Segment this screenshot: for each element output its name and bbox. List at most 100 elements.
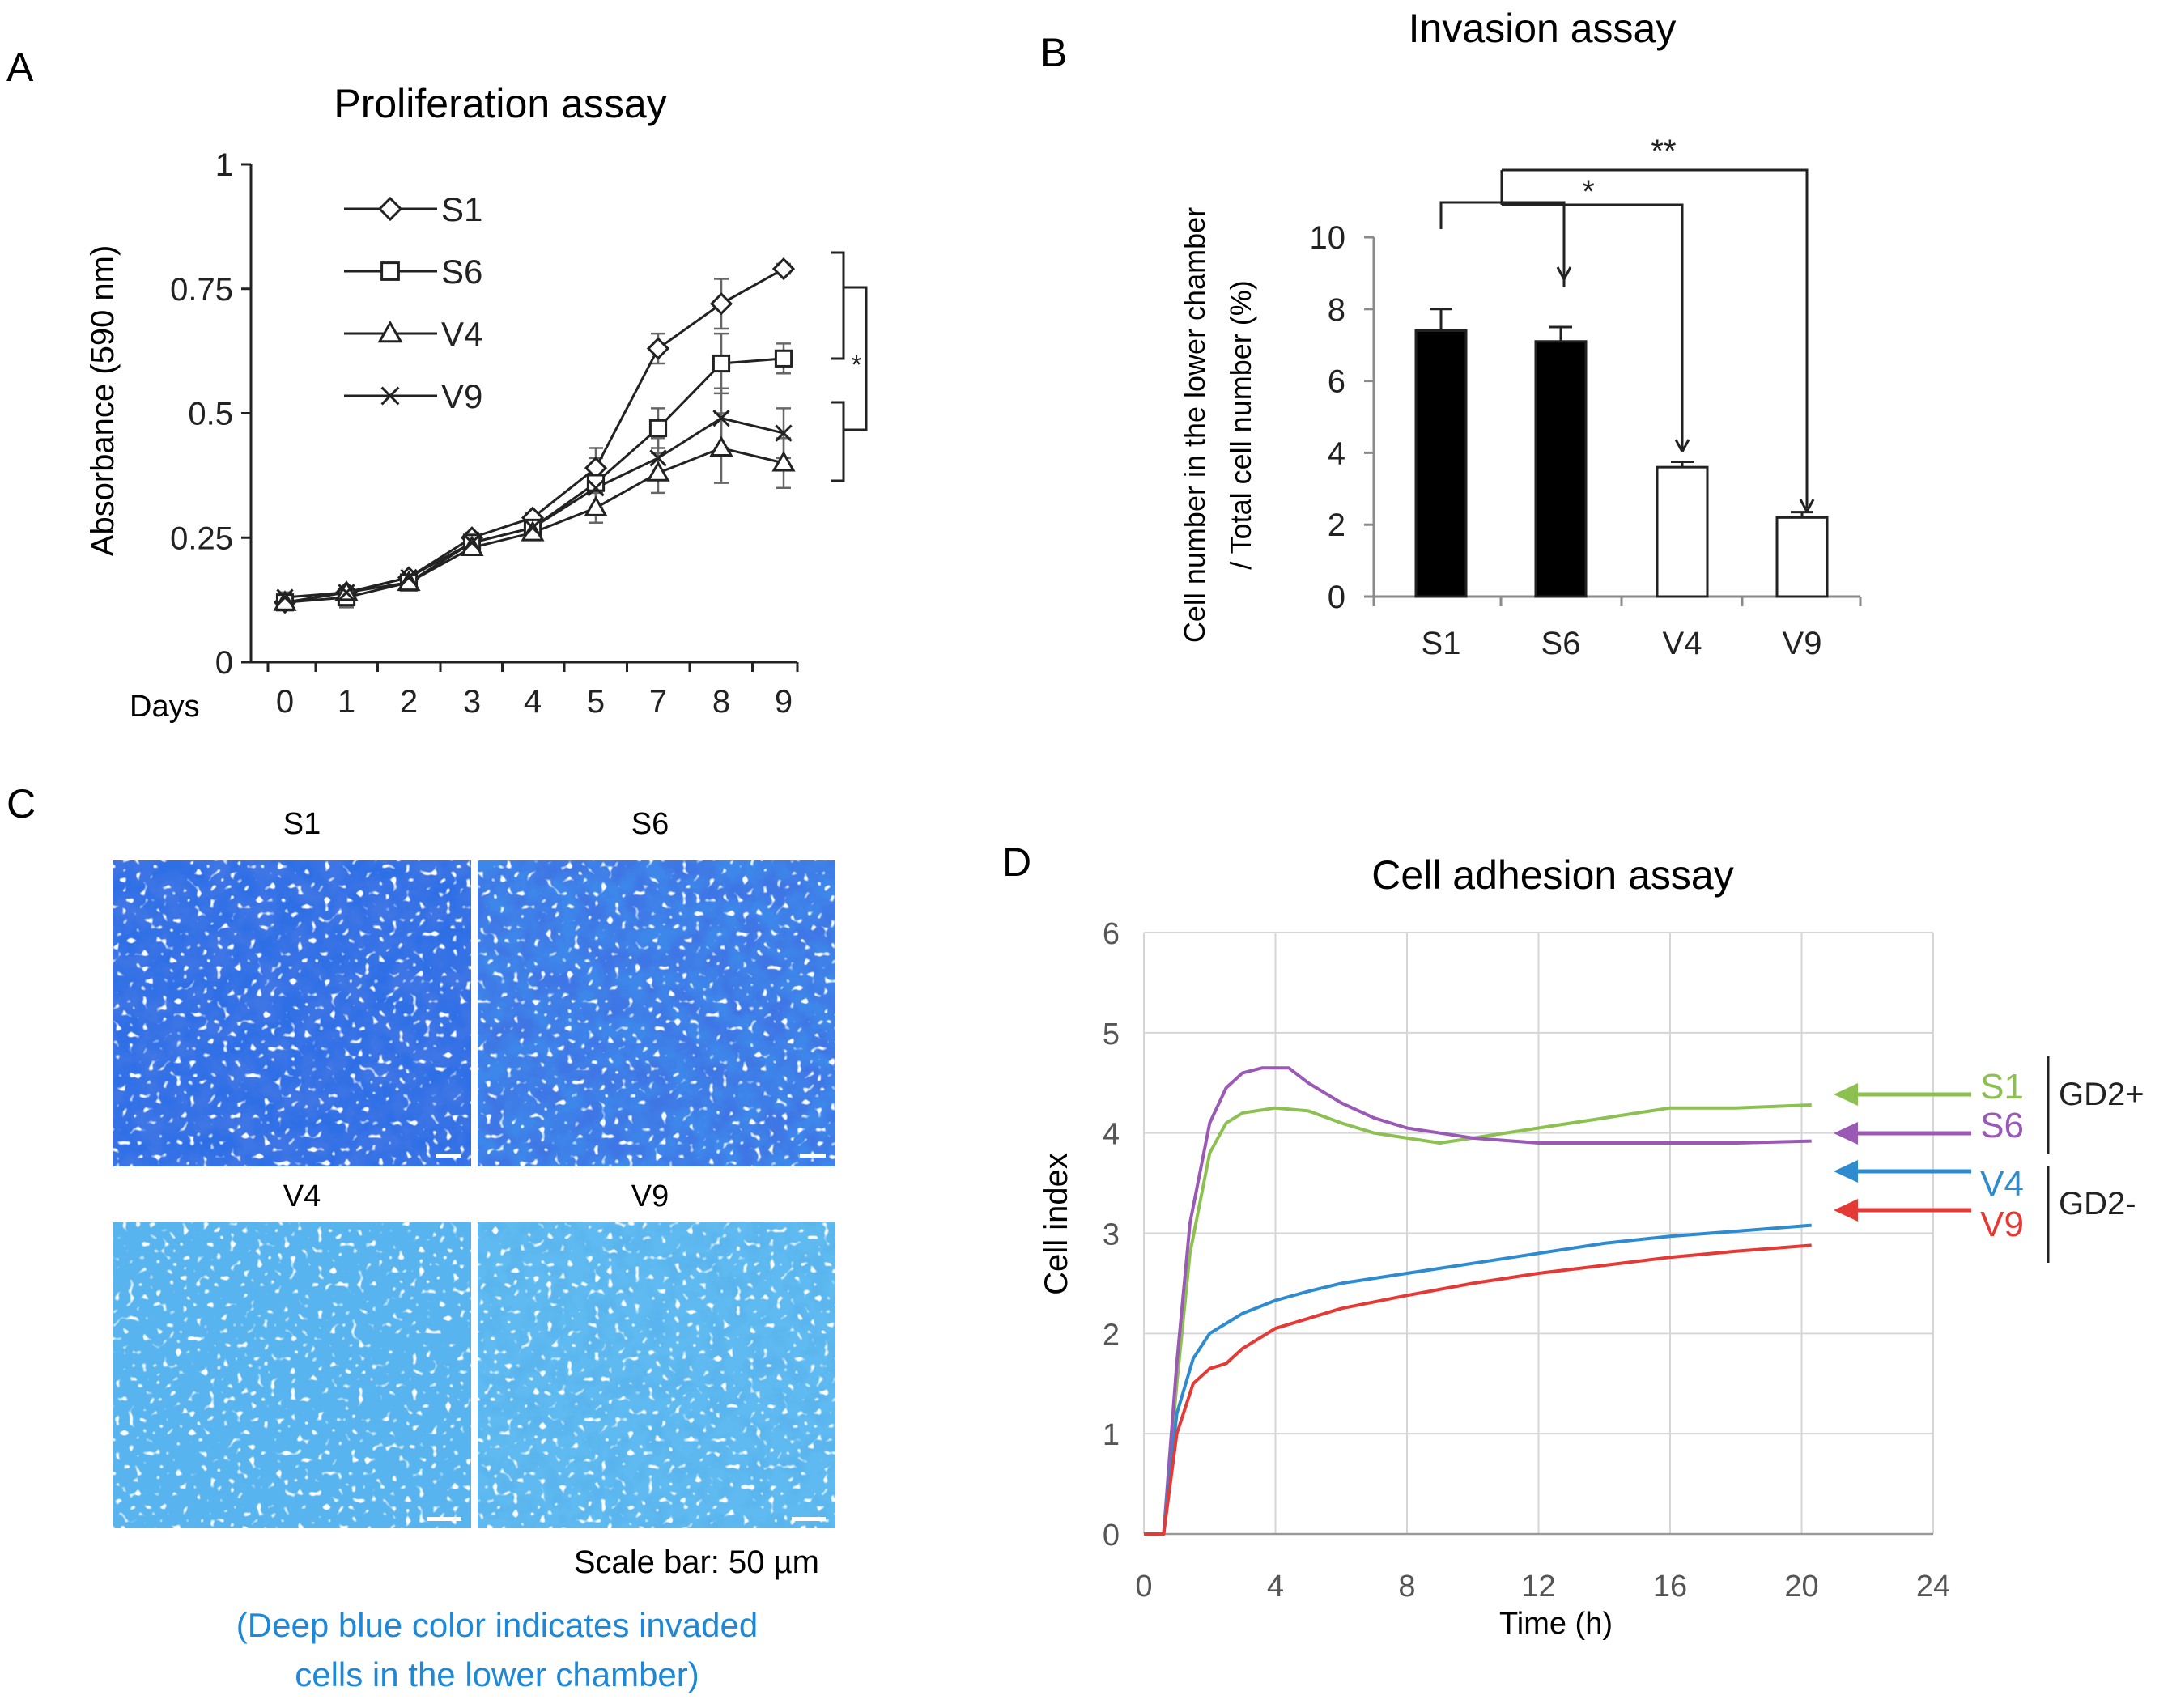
chart-b-title: Invasion assay [1409,6,1677,51]
chart-a-x-tick-label: 8 [712,684,730,720]
chart-d-title: Cell adhesion assay [1371,852,1734,898]
point-v9 [524,519,542,537]
point-s6 [712,354,731,373]
sig-arrowhead-v9 [1799,499,1815,512]
chart-a-x-tick-label: 5 [587,684,605,720]
micrograph-panel: S1 S6 V4 V9 Scale bar: 50 µm [113,807,835,1693]
panel-letter-d: D [1002,839,1031,885]
chart-b-y-tick-label: 6 [1328,364,1345,400]
micrograph-label-s6: S6 [631,807,669,841]
micrograph-label-v4: V4 [283,1179,321,1213]
chart-a-ylabel: Absorbance (590 nm) [85,245,121,557]
bar-v4 [1656,465,1709,598]
series-arrowhead-v4 [1834,1160,1858,1183]
point-s1 [709,292,733,316]
panel-letter-c: C [6,781,36,826]
chart-b-y-tick-label: 0 [1328,580,1345,615]
chart-d-x-tick-label: 0 [1135,1570,1152,1604]
chart-b-x-tick-label: S6 [1541,626,1581,661]
series-arrowhead-v9 [1834,1199,1858,1222]
point-v9 [463,533,481,552]
point-v9 [587,479,605,497]
chart-d-y-tick-label: 6 [1103,917,1120,951]
chart-a-x-tick-label: 0 [276,684,294,720]
point-v9 [338,584,355,601]
chart-a-x-tick-label: 4 [524,684,542,720]
chart-d-xlabel: Time (h) [1499,1607,1613,1641]
micrograph-s1 [113,860,471,1166]
chart-d-ylabel: Cell index [1039,1153,1074,1295]
chart-d-y-tick-label: 2 [1103,1318,1120,1352]
chart-d-x-tick-label: 8 [1398,1570,1415,1604]
chart-a-xlabel: Days [130,690,200,724]
point-v4 [646,461,670,482]
sig-bracket-outer [844,286,868,431]
series-arrowhead-s6 [1834,1122,1858,1145]
point-v9 [712,409,730,427]
group-label-gd2neg: GD2- [2059,1186,2136,1222]
chart-a-y-tick-label: 0.25 [170,520,233,556]
legend-marker-s6 [380,261,400,281]
point-v4 [771,450,796,472]
sig-label-v9: ** [1651,134,1676,169]
chart-b-y-tick-label: 4 [1328,435,1345,471]
micrograph-v4 [113,1222,471,1528]
chart-a-y-tick-label: 0.5 [188,397,233,432]
legend-label-v9: V9 [441,377,482,415]
point-v4 [584,495,608,516]
micrograph-v9 [478,1222,835,1528]
chart-b-y-tick-label: 10 [1310,220,1346,256]
scale-bar-label: Scale bar: 50 µm [574,1544,819,1580]
chart-d-x-tick-label: 20 [1784,1570,1818,1604]
legend-label-v4: V4 [441,315,482,353]
panel-letter-b: B [1040,30,1067,75]
chart-a-title: Proliferation assay [334,81,666,126]
chart-b-ylabel-line1: Cell number in the lower chamber [1178,207,1211,643]
chart-a-x-tick-label: 1 [338,684,355,720]
point-s6 [774,349,793,368]
chart-d-y-tick-label: 0 [1103,1519,1120,1553]
series-line-v9 [284,417,784,599]
chart-a-y-tick-label: 0.75 [170,272,233,308]
invasion-chart: Invasion assay Cell number in the lower … [1178,6,1862,661]
sig-line-v9 [1502,168,1809,508]
legend-label-s6: S6 [441,253,482,291]
adhesion-chart: Cell adhesion assay Cell index Time (h) … [1039,852,2144,1641]
series-line-v9 [1144,1243,1812,1536]
series-label-v9: V9 [1980,1205,2024,1244]
chart-a-x-tick-label: 3 [463,684,481,720]
micrograph-s6 [478,860,835,1166]
sig-label-v4: * [1582,174,1595,210]
series-label-s1: S1 [1980,1067,2024,1107]
point-v9 [276,588,294,606]
series-line-s6 [1144,1066,1812,1536]
chart-d-x-tick-label: 4 [1267,1570,1284,1604]
chart-b-ylabel-line2: / Total cell number (%) [1224,280,1257,569]
bar-v9 [1775,516,1829,598]
point-s6 [648,419,668,438]
chart-d-y-tick-label: 1 [1103,1418,1120,1452]
series-label-s6: S6 [1980,1106,2024,1145]
legend-marker-s1 [377,196,403,222]
chart-a-y-tick-label: 1 [215,147,233,183]
chart-b-x-tick-label: S1 [1422,626,1461,661]
chart-d-y-tick-label: 5 [1103,1018,1120,1052]
bar-s1 [1414,329,1468,598]
caption-line-1: (Deep blue color indicates invaded [236,1606,758,1644]
series-label-v4: V4 [1980,1164,2024,1204]
series-line-s1 [1144,1103,1812,1536]
series-line-v4 [1144,1223,1812,1536]
caption-line-2: cells in the lower chamber) [295,1655,699,1693]
sig-bracket-gd2pos [831,251,845,360]
proliferation-chart: Proliferation assay Absorbance (590 nm) … [85,81,868,724]
group-label-gd2pos: GD2+ [2059,1077,2144,1112]
point-v9 [400,568,418,587]
chart-b-x-tick-label: V9 [1783,626,1822,661]
chart-a-x-tick-label: 9 [775,684,793,720]
series-arrowhead-s1 [1834,1083,1858,1106]
point-v4 [709,435,733,457]
sig-arrowhead-v4 [1674,439,1690,452]
chart-d-x-tick-label: 12 [1521,1570,1555,1604]
panel-letter-a: A [6,45,34,90]
